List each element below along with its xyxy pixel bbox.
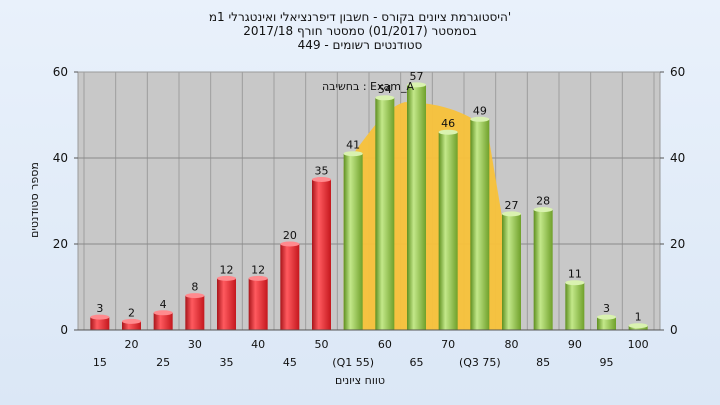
histogram-bar [90,317,110,330]
bar-top-cap [470,116,490,122]
x-category-label: 25 [156,356,170,369]
data-label: 3 [96,302,103,315]
y-tick-label-left: 0 [60,323,68,337]
bar-top-cap [407,82,426,88]
data-label: 46 [441,117,455,130]
bar-top-cap [628,323,648,329]
data-label: 2 [128,306,135,319]
bar-top-cap [597,314,616,320]
bar-top-cap [565,280,585,286]
bars-group [90,82,648,331]
data-label: 35 [315,165,329,178]
histogram-bar [153,312,173,330]
x-category-label: 30 [188,338,202,351]
y-tick-label-right: 0 [670,323,678,337]
histogram-bar [217,278,236,330]
histogram-bar [533,209,553,330]
histogram-bar [470,119,490,330]
y-tick-label-left: 60 [53,65,68,79]
x-category-label: 60 [378,338,392,351]
data-label: 12 [220,263,234,276]
x-category-label: 85 [536,356,550,369]
data-label: 27 [505,199,519,212]
overlay-label: בחשיבה : Exam_A [322,80,414,93]
histogram-bar [312,179,331,330]
bar-top-cap [502,211,521,217]
x-category-label: 45 [283,356,297,369]
bar-top-cap [185,293,205,299]
histogram-bar [502,213,521,330]
data-label: 20 [283,229,297,242]
x-category-label: 20 [125,338,139,351]
histogram-bar [407,84,426,331]
histogram-bar [565,282,585,330]
title-line-1: היסטוגרמת ציונים בקורס - חשבון דיפרנציאל… [209,10,511,24]
y-tick-label-right: 40 [670,151,685,165]
bar-top-cap [90,314,110,320]
data-label: 41 [346,139,360,152]
y-tick-label-left: 20 [53,237,68,251]
histogram-bar [343,153,363,330]
histogram-bar [122,321,141,330]
x-category-label: (Q1 55) [332,356,374,369]
chart-title: היסטוגרמת ציונים בקורס - חשבון דיפרנציאל… [209,10,511,52]
y-tick-label-right: 60 [670,65,685,79]
data-label: 3 [603,302,610,315]
data-label: 1 [635,311,642,324]
histogram-bar [597,317,616,330]
histogram-bar [248,278,268,330]
histogram-bar [438,132,458,330]
data-label: 57 [410,70,424,83]
y-tick-label-right: 20 [670,237,685,251]
x-axis-label: טווח ציונים [335,374,385,387]
y-tick-label-left: 40 [53,151,68,165]
data-label: 11 [568,268,582,281]
bar-top-cap [312,177,331,182]
data-label: 8 [191,281,198,294]
bar-top-cap [438,129,458,135]
x-category-label: 35 [220,356,234,369]
x-category-label: 80 [505,338,519,351]
x-category-label: (Q3 75) [459,356,501,369]
histogram-bar [185,295,205,330]
x-category-label: 15 [93,356,107,369]
bar-top-cap [280,241,300,247]
bar-top-cap [153,310,173,316]
data-label: 49 [473,104,487,117]
bar-top-cap [122,318,141,324]
data-label: 4 [160,298,167,311]
bar-top-cap [343,151,363,157]
data-label: 54 [378,83,392,96]
histogram-bar [375,97,395,330]
bar-top-cap [533,207,553,213]
x-category-label: 100 [628,338,649,351]
x-category-label: 95 [600,356,614,369]
data-label: 12 [251,263,265,276]
x-category-label: 65 [410,356,424,369]
data-labels-group: 3 2 4 8 12 12 20 35 41 54 57 46 49 27 28 11 3 1 [96,70,641,324]
axes-group: 0 0 20 20 40 40 60 60 15 20 25 30 35 40 45 50(Q1 55) 60 6… [53,65,686,369]
x-category-label: 90 [568,338,582,351]
x-category-label: 40 [251,338,265,351]
x-category-label: 50 [315,338,329,351]
histogram-bar [280,244,300,330]
title-line-2: בסמסטר (01/2017) סמסטר חורף 2017/18 [243,24,476,38]
y-axis-label: מספר סטודנטים [28,162,41,238]
bar-top-cap [375,95,395,101]
bar-top-cap [248,275,268,281]
data-label: 28 [536,195,550,208]
x-category-label: 70 [441,338,455,351]
title-line-3: 449 - סטודנטים רשומים [298,38,423,52]
bar-top-cap [217,275,236,281]
